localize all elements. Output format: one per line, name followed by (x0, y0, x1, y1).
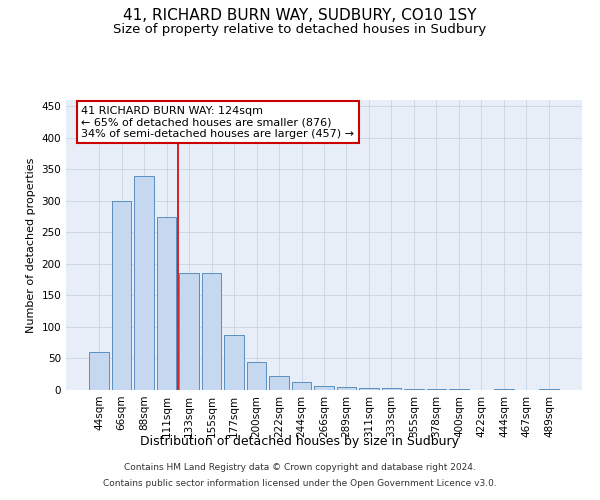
Bar (134, 176, 154, 390)
Bar (292, 382, 311, 390)
Bar (359, 388, 379, 390)
Bar (179, 274, 199, 390)
Text: Distribution of detached houses by size in Sudbury: Distribution of detached houses by size … (140, 435, 460, 448)
Bar (89, 352, 109, 390)
Bar (112, 201, 131, 390)
Bar (224, 334, 244, 390)
Bar (247, 362, 266, 390)
Bar (539, 388, 559, 390)
Bar (157, 216, 176, 390)
Bar (269, 376, 289, 390)
Text: Contains public sector information licensed under the Open Government Licence v3: Contains public sector information licen… (103, 478, 497, 488)
Bar (202, 274, 221, 390)
Bar (382, 388, 401, 390)
Bar (337, 387, 356, 390)
Text: Size of property relative to detached houses in Sudbury: Size of property relative to detached ho… (113, 22, 487, 36)
Bar (404, 388, 424, 390)
Text: 41 RICHARD BURN WAY: 124sqm
← 65% of detached houses are smaller (876)
34% of se: 41 RICHARD BURN WAY: 124sqm ← 65% of det… (82, 106, 355, 139)
Text: 41, RICHARD BURN WAY, SUDBURY, CO10 1SY: 41, RICHARD BURN WAY, SUDBURY, CO10 1SY (123, 8, 477, 22)
Bar (314, 386, 334, 390)
Y-axis label: Number of detached properties: Number of detached properties (26, 158, 36, 332)
Text: Contains HM Land Registry data © Crown copyright and database right 2024.: Contains HM Land Registry data © Crown c… (124, 464, 476, 472)
Bar (494, 388, 514, 390)
